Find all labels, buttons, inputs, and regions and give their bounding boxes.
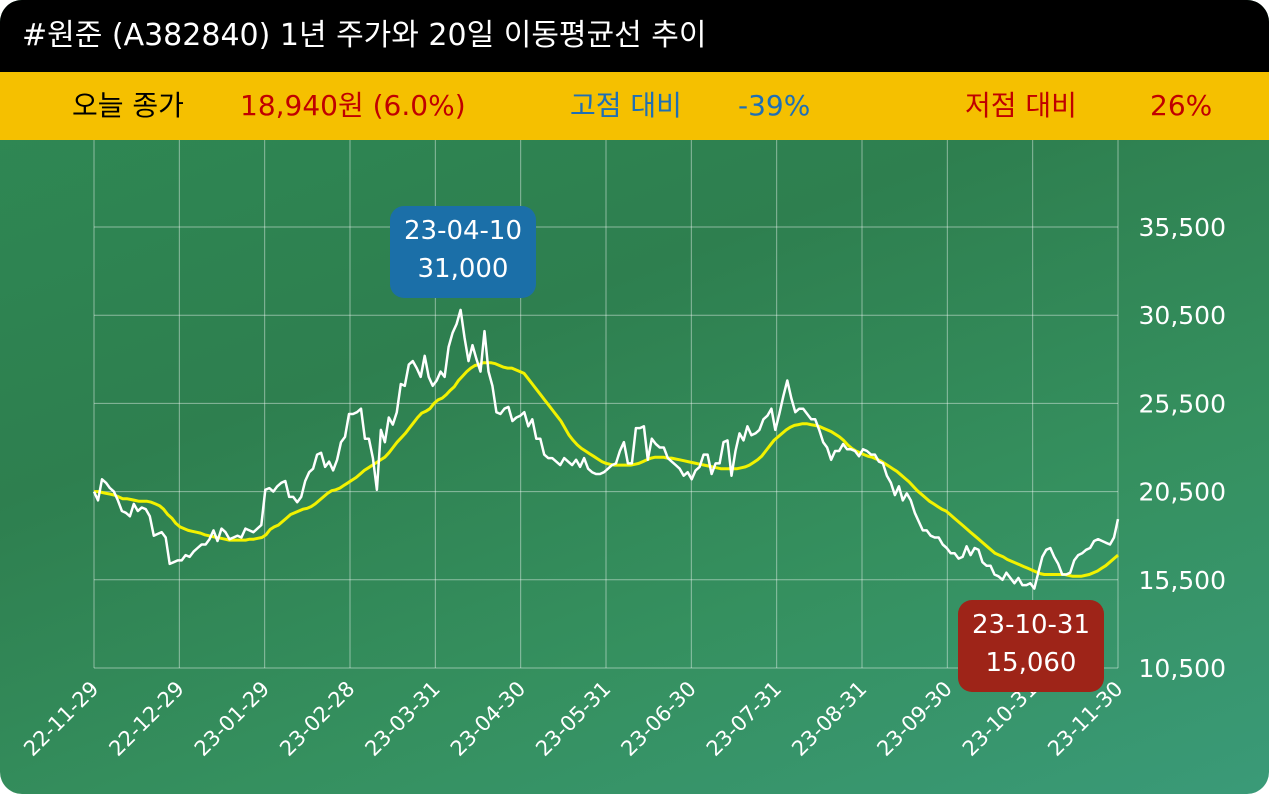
- high-callout: 23-04-10 31,000: [390, 206, 536, 298]
- y-tick-label: 20,500: [1139, 478, 1226, 507]
- close-label: 오늘 종가: [72, 89, 184, 122]
- y-tick-label: 15,500: [1139, 566, 1226, 595]
- x-tick-label: 23-07-31: [702, 677, 786, 761]
- price-line: [92, 308, 1120, 590]
- x-tick-label: 23-08-31: [787, 677, 871, 761]
- y-tick-label: 25,500: [1139, 389, 1226, 418]
- x-axis-ticks: 22-11-29 22-12-29 23-01-29 23-02-28 23-03-31…: [19, 677, 1127, 761]
- close-value: 18,940원 (6.0%): [240, 89, 466, 122]
- ma20-series: [94, 361, 1119, 578]
- y-tick-label: 10,500: [1139, 654, 1226, 683]
- low-label: 저점 대비: [965, 89, 1077, 122]
- y-tick-label: 35,500: [1139, 213, 1226, 242]
- x-tick-label: 23-03-31: [360, 677, 444, 761]
- x-tick-label: 23-06-30: [616, 677, 700, 761]
- ma20-line: [94, 361, 1119, 578]
- high-label: 고점 대비: [570, 89, 682, 122]
- x-tick-label: 22-12-29: [104, 677, 188, 761]
- x-tick-label: 23-02-28: [275, 677, 359, 761]
- y-tick-label: 30,500: [1139, 301, 1226, 330]
- x-tick-label: 23-04-30: [446, 677, 530, 761]
- x-tick-label: 23-09-30: [872, 677, 956, 761]
- price-series: [92, 308, 1120, 590]
- low-callout: 23-10-31 15,060: [958, 600, 1104, 692]
- stats-bar: 오늘 종가 18,940원 (6.0%) 고점 대비 -39% 저점 대비 26…: [0, 72, 1269, 140]
- high-callout-price: 31,000: [417, 254, 509, 284]
- chart-grid: [93, 140, 1119, 669]
- low-callout-date: 23-10-31: [971, 610, 1090, 640]
- low-callout-price: 15,060: [985, 648, 1077, 678]
- y-axis-ticks: 10,500 15,500 20,500 25,500 30,500 35,500: [1139, 213, 1226, 683]
- chart-title: #원준 (A382840) 1년 주가와 20일 이동평균선 추이: [0, 0, 1269, 72]
- high-value: -39%: [738, 89, 811, 122]
- high-callout-date: 23-04-10: [403, 216, 522, 246]
- x-tick-label: 23-01-29: [190, 677, 274, 761]
- low-value: 26%: [1150, 89, 1213, 122]
- x-tick-label: 23-05-31: [531, 677, 615, 761]
- x-tick-label: 22-11-29: [19, 677, 103, 761]
